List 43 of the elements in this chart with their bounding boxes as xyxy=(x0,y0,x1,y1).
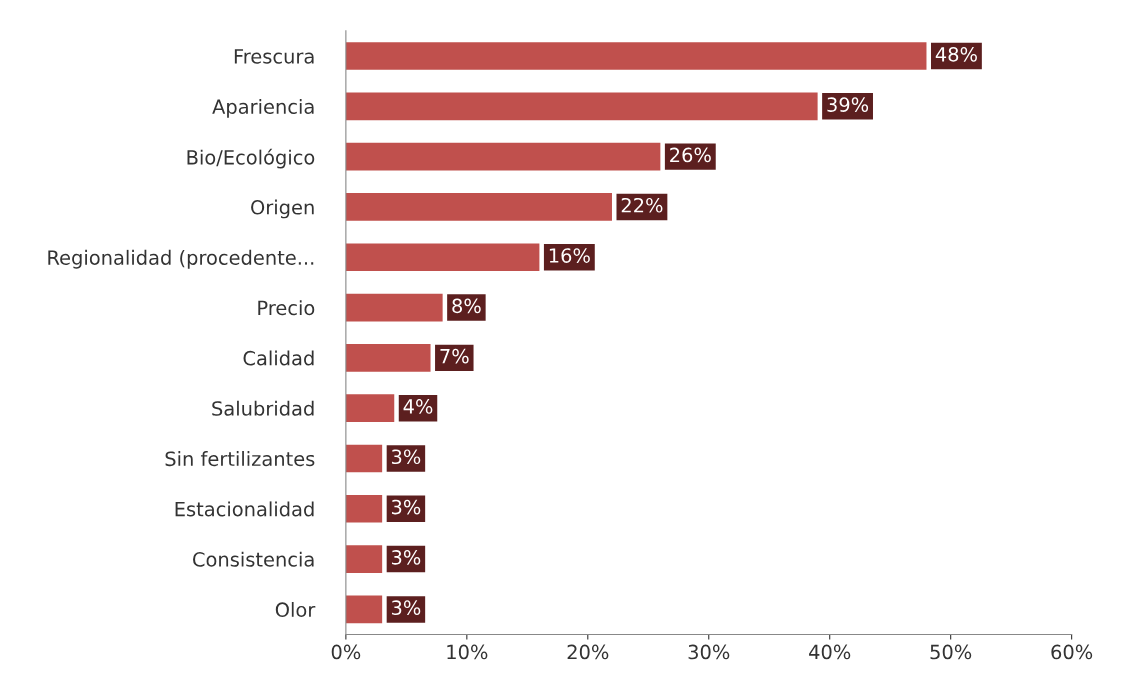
x-tick-label: 50% xyxy=(930,644,972,660)
data-label: 22% xyxy=(621,197,663,213)
bar xyxy=(345,595,383,624)
y-tick-label: Apariencia xyxy=(212,98,314,118)
x-tick-label: 40% xyxy=(809,644,851,660)
y-tick-label: Regionalidad (procedente... xyxy=(48,249,314,269)
y-tick-label: Precio xyxy=(258,300,315,316)
y-tick-label: Calidad xyxy=(243,350,314,366)
bar xyxy=(345,142,661,171)
data-label: 3% xyxy=(391,449,421,465)
x-tick-label: 30% xyxy=(688,644,730,660)
y-tick-label: Bio/Ecológico xyxy=(187,148,315,169)
y-tick-label: Estacionalidad xyxy=(175,501,314,517)
data-label: 3% xyxy=(391,600,421,616)
bar xyxy=(345,444,383,473)
bar xyxy=(345,293,443,322)
x-tick-label: 20% xyxy=(567,644,609,660)
data-label: 39% xyxy=(827,97,869,112)
y-tick-label: Olor xyxy=(275,602,316,618)
y-tick-label: Frescura xyxy=(234,49,314,64)
bar xyxy=(345,394,395,422)
data-label: 4% xyxy=(403,399,433,414)
x-tick-label: 10% xyxy=(447,644,488,660)
data-label: 3% xyxy=(391,499,421,515)
data-label: 48% xyxy=(935,46,977,62)
bar xyxy=(345,92,818,121)
data-label: 8% xyxy=(452,298,481,314)
data-label: 7% xyxy=(440,348,469,364)
x-tick-label: 0% xyxy=(331,644,361,660)
data-label: 16% xyxy=(549,248,590,263)
bar xyxy=(345,344,431,372)
bar xyxy=(345,42,927,70)
x-tick-label: 60% xyxy=(1051,644,1093,660)
data-label: 3% xyxy=(391,550,421,565)
data-label: 26% xyxy=(670,147,711,163)
y-tick-label: Salubridad xyxy=(212,400,314,416)
bar xyxy=(345,545,383,573)
y-tick-label: Sin fertilizantes xyxy=(165,451,315,467)
bar xyxy=(345,494,383,523)
y-tick-label: Consistencia xyxy=(193,551,314,567)
bar xyxy=(345,193,612,221)
bar xyxy=(345,243,540,272)
y-tick-label: Origen xyxy=(251,199,314,219)
